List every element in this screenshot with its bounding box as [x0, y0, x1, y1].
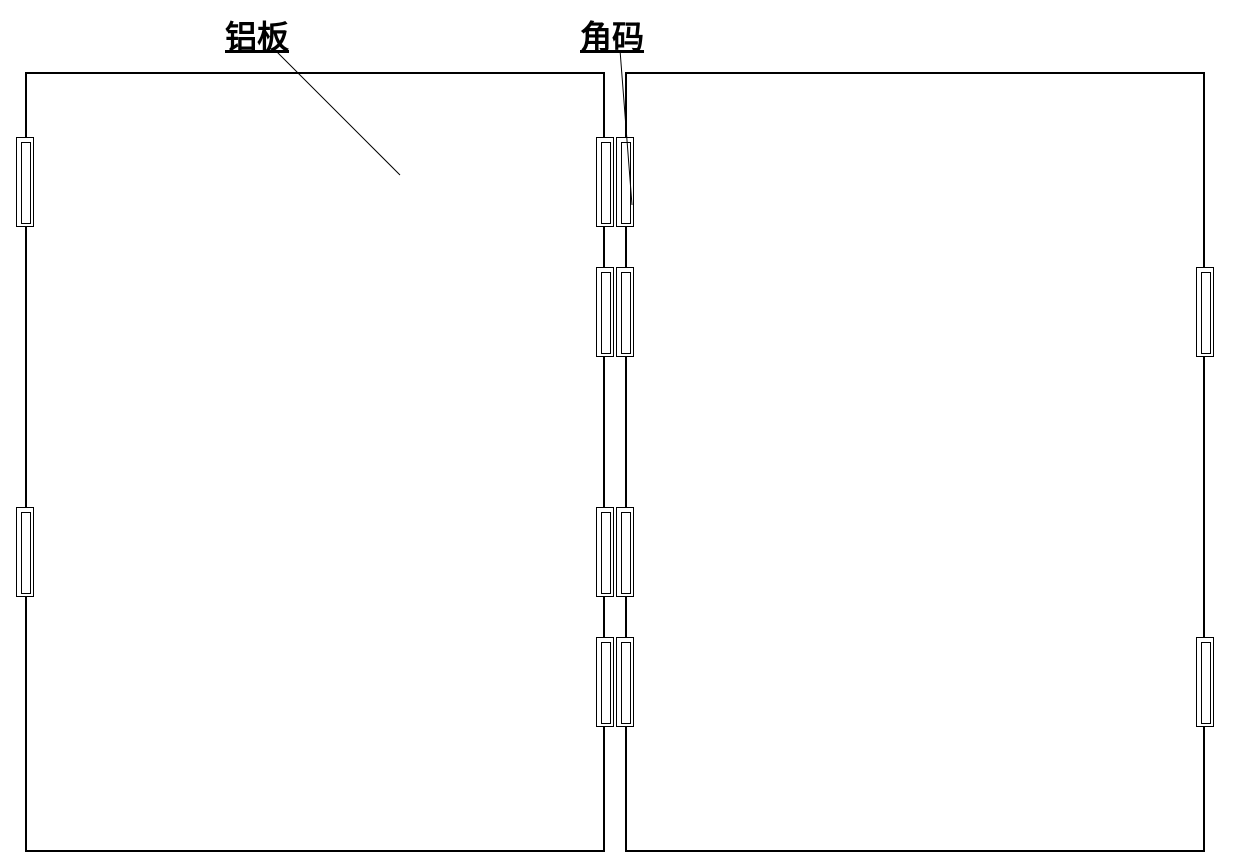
bracket-inner [21, 512, 31, 594]
bracket-inner [601, 142, 611, 224]
bracket-right-left-7 [616, 267, 634, 357]
bracket-left-left-0 [16, 137, 34, 227]
bracket-right-right-11 [1196, 637, 1214, 727]
bracket-inner [621, 142, 631, 224]
label-panel: 铝板 [225, 12, 289, 58]
diagram-canvas: 铝板 角码 [0, 0, 1240, 864]
bracket-left-right-2 [596, 137, 614, 227]
panel-right [625, 72, 1205, 852]
bracket-inner [621, 642, 631, 724]
bracket-inner [601, 642, 611, 724]
bracket-left-right-5 [596, 637, 614, 727]
bracket-right-left-6 [616, 137, 634, 227]
bracket-inner [1201, 272, 1211, 354]
bracket-inner [1201, 642, 1211, 724]
bracket-right-left-8 [616, 507, 634, 597]
bracket-left-right-3 [596, 267, 614, 357]
bracket-left-left-1 [16, 507, 34, 597]
bracket-inner [621, 512, 631, 594]
bracket-inner [601, 272, 611, 354]
bracket-inner [601, 512, 611, 594]
bracket-inner [21, 142, 31, 224]
bracket-right-left-9 [616, 637, 634, 727]
label-bracket: 角码 [580, 12, 644, 58]
bracket-left-right-4 [596, 507, 614, 597]
bracket-right-right-10 [1196, 267, 1214, 357]
panel-left [25, 72, 605, 852]
bracket-inner [621, 272, 631, 354]
